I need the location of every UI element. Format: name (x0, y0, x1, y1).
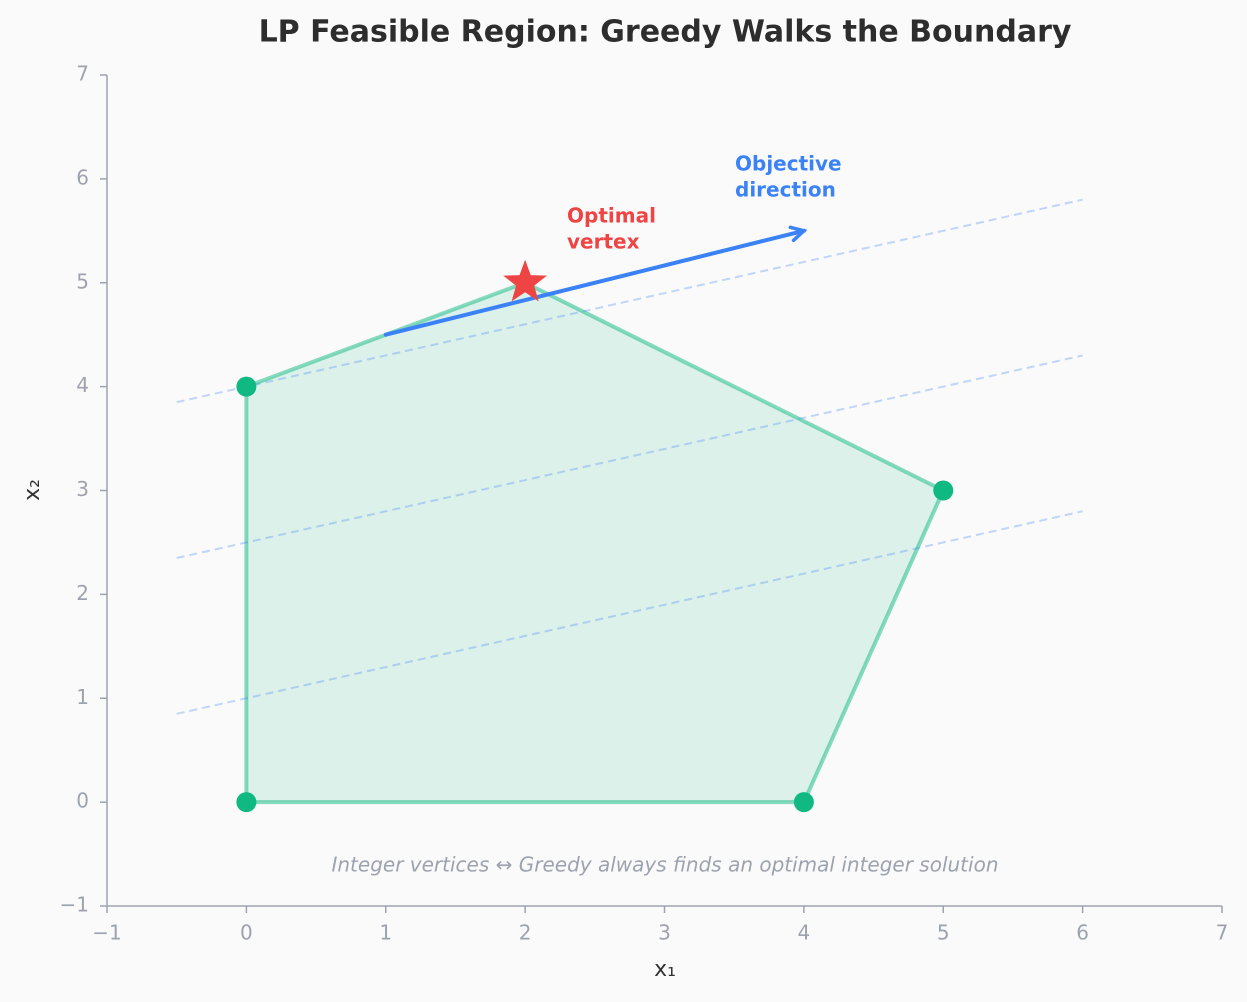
x-tick-label: 6 (1076, 921, 1089, 945)
x-tick-label: 5 (937, 921, 950, 945)
x-tick-label: 7 (1216, 921, 1229, 945)
feasible-region (244, 280, 946, 805)
x-tick-label: −1 (92, 921, 121, 945)
y-tick-label: 0 (76, 789, 89, 813)
vertex-dot (236, 376, 257, 397)
x-tick-label: 4 (798, 921, 811, 945)
objective-iso-line (176, 354, 1083, 559)
vertex-dot (933, 480, 954, 501)
annotation: direction (735, 178, 836, 202)
x-tick-label: 3 (658, 921, 671, 945)
y-axis-label: x₂ (20, 479, 45, 501)
objective-iso-line (176, 510, 1083, 715)
y-tick-label: 3 (76, 477, 89, 501)
chart-title: LP Feasible Region: Greedy Walks the Bou… (259, 15, 1072, 50)
x-tick-label: 2 (519, 921, 532, 945)
arrow-head (788, 225, 808, 243)
y-tick-label: 1 (76, 685, 89, 709)
y-tick-label: 7 (76, 62, 89, 86)
optimal-star (503, 259, 547, 302)
vertex-dot (236, 792, 257, 813)
y-tick-label: 5 (76, 269, 89, 293)
footnote: Integer vertices ↔ Greedy always finds a… (331, 853, 998, 877)
annotation: vertex (567, 230, 640, 254)
x-tick-label: 1 (379, 921, 392, 945)
y-tick-label: 6 (76, 165, 89, 189)
vertex-dot (793, 792, 814, 813)
objective-iso-line (176, 198, 1083, 404)
annotation: Optimal (567, 204, 656, 228)
annotation: Objective (735, 152, 842, 176)
y-tick-label: −1 (60, 893, 89, 917)
objective-arrow (383, 228, 806, 337)
x-tick-label: 0 (240, 921, 253, 945)
y-tick-label: 2 (76, 581, 89, 605)
y-tick-label: 4 (76, 373, 89, 397)
x-axis-label: x₁ (654, 957, 676, 982)
